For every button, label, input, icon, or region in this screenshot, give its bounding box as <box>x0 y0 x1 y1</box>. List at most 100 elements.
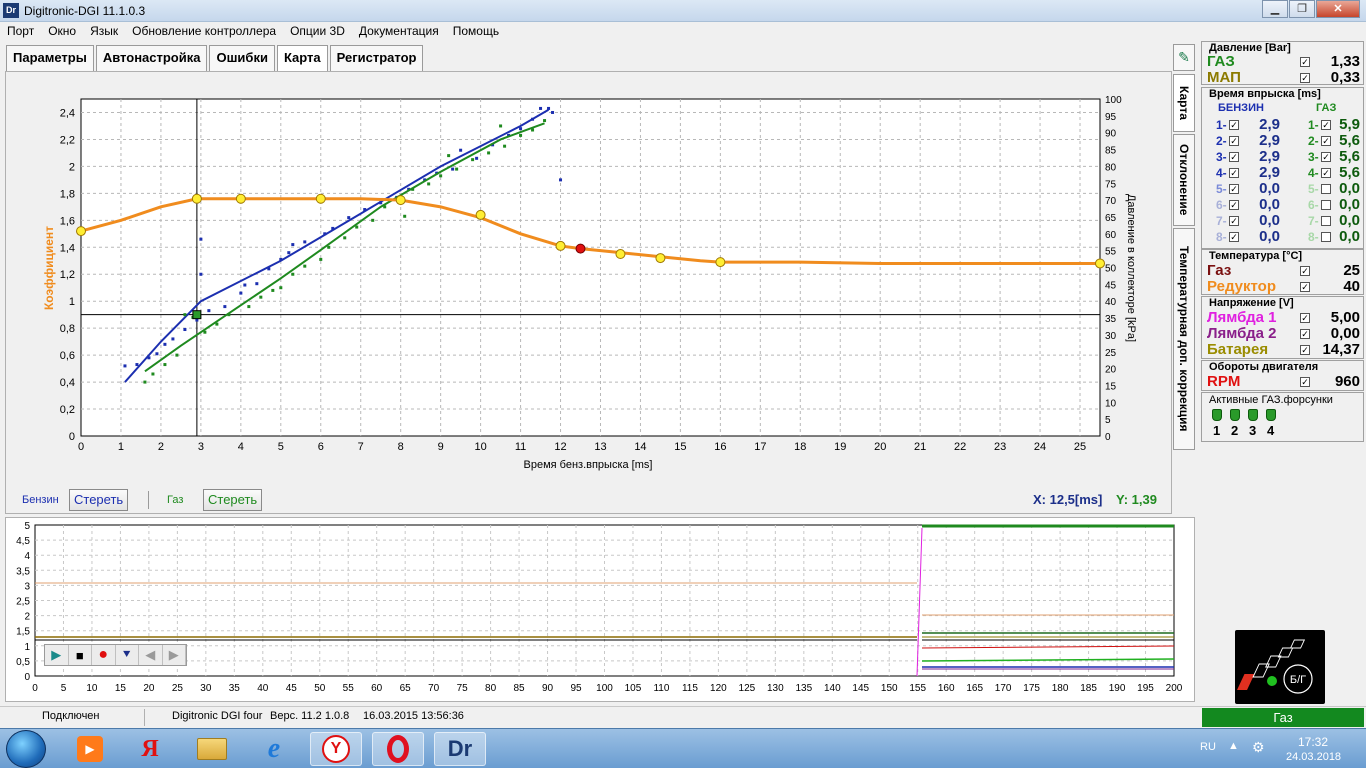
gas-injector-checkbox[interactable] <box>1321 232 1331 242</box>
pressure-map-checkbox[interactable]: ✓ <box>1300 73 1310 83</box>
maximize-button[interactable]: ❐ <box>1289 0 1315 18</box>
tray-language[interactable]: RU <box>1200 741 1216 753</box>
internet-explorer-icon[interactable]: e <box>267 733 281 764</box>
tray-clock-time[interactable]: 17:32 <box>1298 735 1329 749</box>
recorder-x-tick: 60 <box>371 683 383 694</box>
temperature-gas-checkbox[interactable]: ✓ <box>1300 266 1310 276</box>
coefficient-point[interactable] <box>615 249 626 260</box>
tab-autotune[interactable]: Автонастройка <box>95 45 208 72</box>
recorder-x-tick: 35 <box>229 683 241 694</box>
y2-tick-label: 95 <box>1105 112 1117 123</box>
opera-icon[interactable] <box>372 732 424 766</box>
benzin-point <box>451 167 455 171</box>
coefficient-point[interactable] <box>395 195 406 206</box>
record-icon[interactable]: ● <box>92 645 116 665</box>
side-tab-deviation[interactable]: Отклонение <box>1173 134 1195 226</box>
pressure-map-value: 0,33 <box>1330 69 1360 86</box>
yandex-browser-icon[interactable]: Я <box>141 735 159 762</box>
benzin-injector-checkbox[interactable]: ✓ <box>1229 216 1239 226</box>
voltage-battery-checkbox[interactable]: ✓ <box>1300 345 1310 355</box>
coefficient-point[interactable] <box>235 193 246 204</box>
coefficient-point[interactable] <box>1095 258 1105 269</box>
device-date: 16.03.2015 13:56:36 <box>363 710 464 722</box>
recorder-chart[interactable]: 0 0,5 1 1,5 2 2,5 3 3,5 4 4,5 5 0 5 10 15 20 25 30 35 40 45… <box>6 518 1194 701</box>
benzin-injector-value: 2,9 <box>1259 164 1280 181</box>
temperature-gas-value: 25 <box>1343 262 1360 279</box>
benzin-injector-checkbox[interactable]: ✓ <box>1229 152 1239 162</box>
benzin-point <box>547 106 551 110</box>
prev-icon[interactable]: ◀ <box>139 645 163 665</box>
menu-help[interactable]: Помощь <box>452 24 500 38</box>
benzin-injector-checkbox[interactable]: ✓ <box>1229 184 1239 194</box>
gas-point <box>327 245 331 249</box>
tab-map[interactable]: Карта <box>276 45 328 72</box>
yandex-browser-red-icon[interactable]: Y <box>310 732 362 766</box>
benzin-injector-checkbox[interactable]: ✓ <box>1229 120 1239 130</box>
injector-icon <box>1248 409 1258 421</box>
coefficient-point[interactable] <box>475 209 486 220</box>
tab-errors[interactable]: Ошибки <box>209 45 275 72</box>
side-tab-map[interactable]: Карта <box>1173 74 1195 132</box>
gas-injector-checkbox[interactable] <box>1321 216 1331 226</box>
coefficient-point[interactable] <box>655 253 666 264</box>
start-button[interactable] <box>6 730 46 768</box>
rpm-checkbox[interactable]: ✓ <box>1300 377 1310 387</box>
menu-documentation[interactable]: Документация <box>358 24 439 38</box>
menu-3d-options[interactable]: Опции 3D <box>290 24 345 38</box>
menu-language[interactable]: Язык <box>90 24 119 38</box>
injection-title: Время впрыска [ms] <box>1209 88 1321 100</box>
y2-tick-label: 75 <box>1105 179 1117 190</box>
tray-arrow-icon[interactable]: ▲ <box>1228 740 1239 752</box>
digitronic-icon[interactable]: Dr <box>434 732 486 766</box>
tab-parameters[interactable]: Параметры <box>6 45 94 72</box>
coefficient-point[interactable] <box>315 193 326 204</box>
minimize-button[interactable]: ▁ <box>1262 0 1288 18</box>
pressure-gas-checkbox[interactable]: ✓ <box>1300 57 1310 67</box>
gas-injector-checkbox[interactable] <box>1321 200 1331 210</box>
tray-clock-date[interactable]: 24.03.2018 <box>1286 751 1342 763</box>
gas-injector-checkbox[interactable]: ✓ <box>1321 136 1331 146</box>
temperature-reducer-checkbox[interactable]: ✓ <box>1300 282 1310 292</box>
main-tabs: Параметры Автонастройка Ошибки Карта Рег… <box>6 45 425 72</box>
coefficient-point[interactable] <box>555 240 566 251</box>
gas-injector-checkbox[interactable]: ✓ <box>1321 168 1331 178</box>
gas-injector-checkbox[interactable]: ✓ <box>1321 120 1331 130</box>
map-chart[interactable]: 0 1 2 3 4 5 6 7 8 9 10 11 12 13 14 15 16 17 18 19 20 21 22 23 24… <box>6 72 1171 486</box>
benzin-point <box>243 283 247 287</box>
benzin-clear-button[interactable]: Стереть <box>69 489 129 511</box>
tray-network-icon[interactable]: ⚙ <box>1252 739 1265 755</box>
menu-controller-update[interactable]: Обновление контроллера <box>132 24 277 38</box>
benzin-point <box>183 328 187 332</box>
status-bar: Подключен Digitronic DGI four Верс. 11.2… <box>0 706 1366 728</box>
voltage-lambda2-checkbox[interactable]: ✓ <box>1300 329 1310 339</box>
side-tab-temperature-correction[interactable]: Температурная доп. коррекция <box>1173 228 1195 450</box>
gas-injector-checkbox[interactable] <box>1321 184 1331 194</box>
y-tick-label: 2,4 <box>60 107 75 119</box>
media-player-icon[interactable]: ▶ <box>64 732 116 766</box>
benzin-injector-checkbox[interactable]: ✓ <box>1229 200 1239 210</box>
play-icon[interactable]: ▶ <box>45 645 69 665</box>
gas-clear-button[interactable]: Стереть <box>203 489 263 511</box>
stop-icon[interactable]: ■ <box>69 645 92 665</box>
marker-icon[interactable]: ⯆ <box>116 645 139 665</box>
recorder-x-tick: 180 <box>1052 683 1069 694</box>
gas-injector-checkbox[interactable]: ✓ <box>1321 152 1331 162</box>
benzin-injector-checkbox[interactable]: ✓ <box>1229 136 1239 146</box>
gas-injector-number: 4- <box>1308 166 1319 180</box>
coefficient-point[interactable] <box>76 226 86 237</box>
menu-port[interactable]: Порт <box>7 24 35 38</box>
file-explorer-icon[interactable] <box>186 732 238 766</box>
coefficient-point[interactable] <box>191 193 202 204</box>
close-button[interactable]: ✕ <box>1316 0 1360 18</box>
next-icon[interactable]: ▶ <box>163 645 186 665</box>
menu-window[interactable]: Окно <box>48 24 77 38</box>
coefficient-point[interactable] <box>715 257 726 268</box>
selected-point[interactable] <box>575 243 586 254</box>
benzin-injector-checkbox[interactable]: ✓ <box>1229 168 1239 178</box>
recorder-x-tick: 20 <box>143 683 155 694</box>
fuel-switch[interactable]: Б/Г <box>1235 630 1325 704</box>
tool-icon[interactable]: ✎ <box>1173 44 1195 71</box>
voltage-lambda1-checkbox[interactable]: ✓ <box>1300 313 1310 323</box>
benzin-injector-checkbox[interactable]: ✓ <box>1229 232 1239 242</box>
tab-recorder[interactable]: Регистратор <box>329 45 424 72</box>
